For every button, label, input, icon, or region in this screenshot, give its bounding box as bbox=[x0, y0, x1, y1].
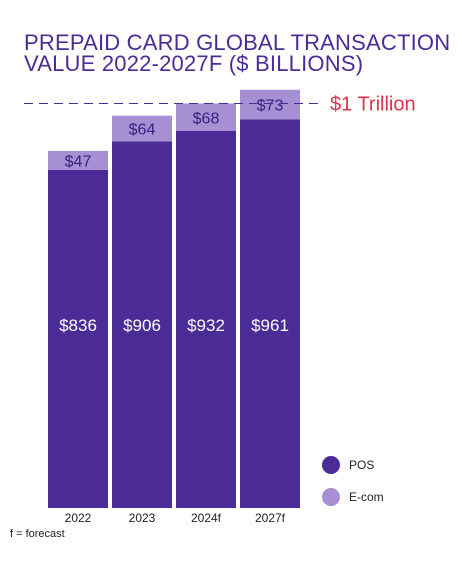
bar-ecom-2027f bbox=[240, 89, 300, 120]
bar-pos-2024f bbox=[176, 131, 236, 509]
legend: POS E-com bbox=[322, 456, 384, 506]
data-label-pos-2022: $836 bbox=[59, 316, 97, 335]
bar-ecom-2023 bbox=[112, 115, 172, 142]
chart-title-line-2: VALUE 2022-2027F ($ BILLIONS) bbox=[24, 51, 364, 76]
chart-title: PREPAID CARD GLOBAL TRANSACTION VALUE 20… bbox=[24, 30, 454, 76]
legend-label-e-com: E-com bbox=[349, 490, 384, 504]
data-label-ecom-2027f: $73 bbox=[257, 98, 284, 115]
bars-group: $836 $47 $906 $64 $932 $68 $961 $73 bbox=[48, 89, 300, 509]
footnote: f = forecast bbox=[10, 528, 65, 540]
x-tick-label-2022: 2022 bbox=[65, 511, 92, 525]
chart-title-line-1: PREPAID CARD GLOBAL TRANSACTION bbox=[24, 30, 451, 55]
data-label-ecom-2022: $47 bbox=[65, 153, 92, 170]
data-label-ecom-2024f: $68 bbox=[193, 110, 220, 127]
data-label-pos-2023: $906 bbox=[123, 316, 161, 335]
legend-marker-pos bbox=[322, 456, 340, 474]
reference-line-label: $1 Trillion bbox=[330, 94, 416, 116]
bar-ecom-2022 bbox=[48, 150, 108, 170]
x-tick-label-2027f: 2027f bbox=[255, 511, 286, 525]
x-tick-label-2023: 2023 bbox=[129, 511, 156, 525]
legend-label-pos: POS bbox=[349, 458, 374, 472]
legend-marker-e-com bbox=[322, 488, 340, 506]
bar-pos-2027f bbox=[240, 119, 300, 508]
data-label-pos-2024f: $932 bbox=[187, 316, 225, 335]
data-label-ecom-2023: $64 bbox=[129, 122, 156, 139]
data-label-pos-2027f: $961 bbox=[251, 316, 289, 335]
bar-pos-2023 bbox=[112, 141, 172, 508]
reference-line-group: $1 Trillion bbox=[24, 94, 416, 116]
x-axis-labels: 2022 2023 2024f 2027f bbox=[65, 511, 286, 525]
bar-pos-2022 bbox=[48, 169, 108, 508]
x-tick-label-2024f: 2024f bbox=[191, 511, 222, 525]
bar-ecom-2024f bbox=[176, 103, 236, 132]
